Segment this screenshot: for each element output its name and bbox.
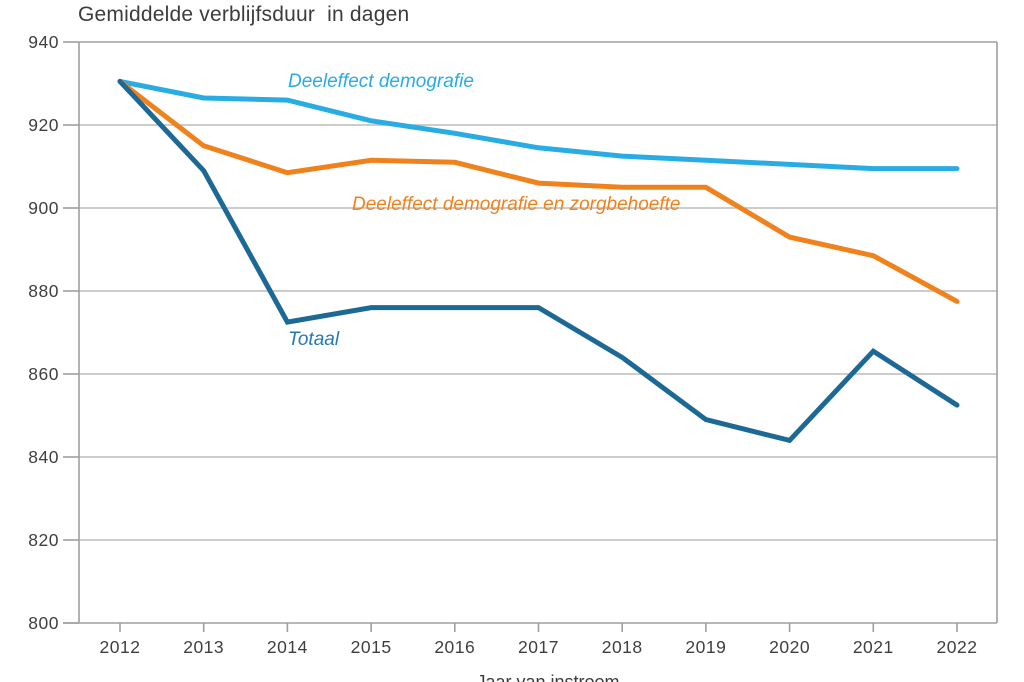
x-tick-label-2017: 2017	[518, 637, 559, 657]
chart-line-deeleffect-demografie	[117, 78, 960, 172]
x-tick-label-2019: 2019	[685, 637, 726, 657]
x-tick-label-2014: 2014	[267, 637, 308, 657]
x-axis-title: Jaar van instroom	[476, 672, 620, 682]
series-label-deeleffect-demografie-en-zorgbehoefte: Deeleffect demografie en zorgbehoefte	[352, 194, 681, 215]
x-tick-label-2021: 2021	[853, 637, 894, 657]
x-tick-label-2015: 2015	[351, 637, 392, 657]
series-label-totaal: Totaal	[288, 329, 340, 350]
y-tick-label-820: 820	[28, 530, 59, 550]
x-tick-label-2018: 2018	[602, 637, 643, 657]
y-tick-label-880: 880	[28, 281, 59, 301]
chart-line-totaal	[117, 78, 960, 444]
y-tick-label-940: 940	[28, 32, 59, 52]
chart-title: Gemiddelde verblijfsduur in dagen	[78, 3, 410, 26]
x-tick-label-2013: 2013	[183, 637, 224, 657]
series-label-deeleffect-demografie: Deeleffect demografie	[288, 71, 474, 92]
chart-line-deeleffect-demografie-en-zorgbehoefte	[117, 78, 960, 304]
y-tick-label-900: 900	[28, 198, 59, 218]
y-tick-label-840: 840	[28, 447, 59, 467]
y-tick-label-800: 800	[28, 613, 59, 633]
x-tick-label-2012: 2012	[100, 637, 141, 657]
x-tick-label-2020: 2020	[769, 637, 810, 657]
y-tick-label-920: 920	[28, 115, 59, 135]
x-tick-label-2016: 2016	[434, 637, 475, 657]
y-tick-label-860: 860	[28, 364, 59, 384]
x-tick-label-2022: 2022	[937, 637, 978, 657]
